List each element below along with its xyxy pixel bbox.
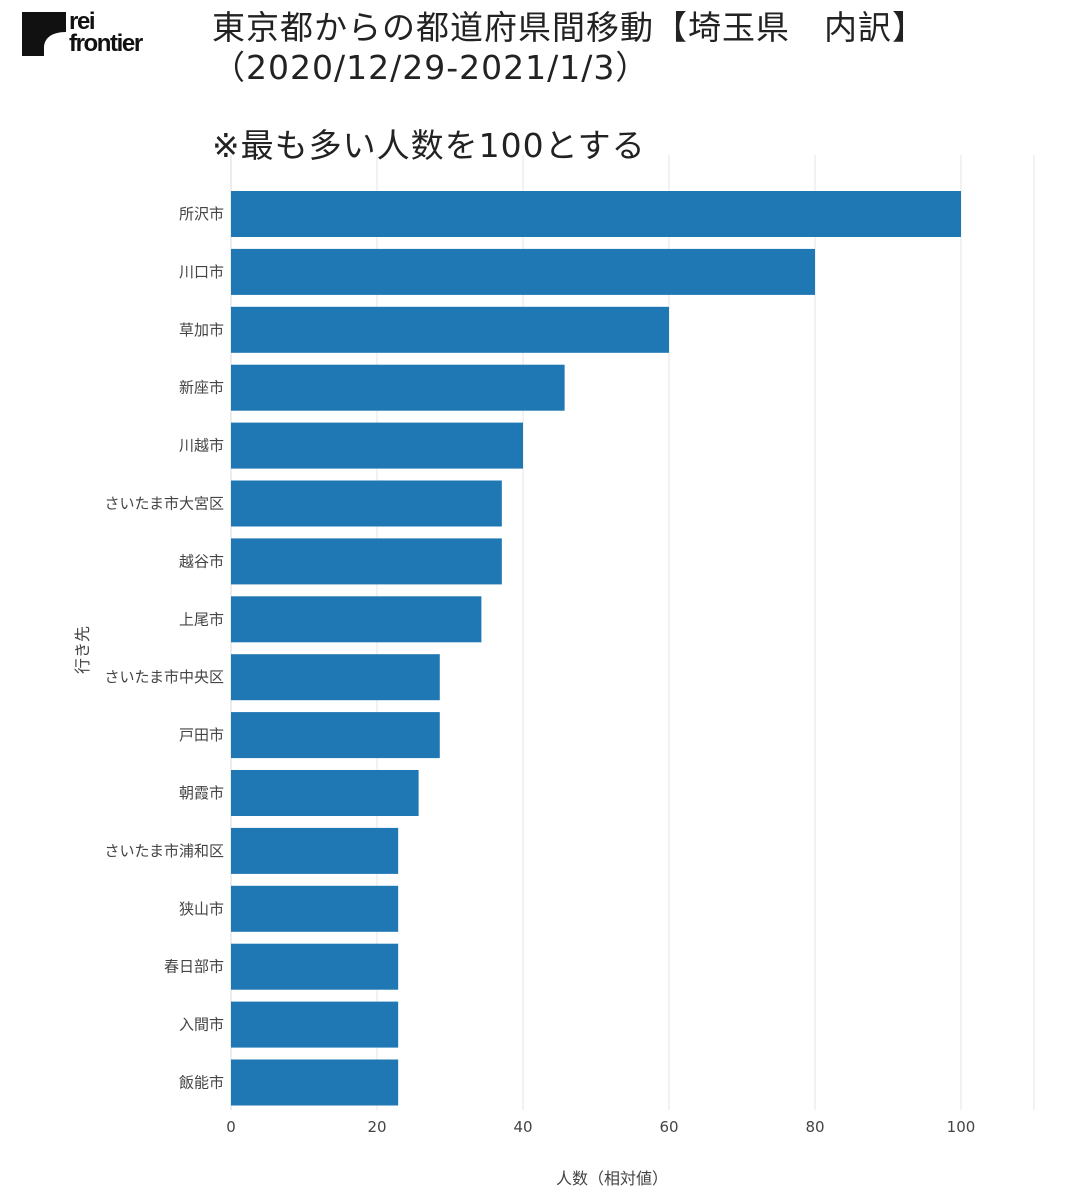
y-category-label: 朝霞市 bbox=[179, 784, 224, 802]
y-category-label: 上尾市 bbox=[179, 610, 224, 628]
chart-subtitle: ※最も多い人数を100とする bbox=[212, 126, 646, 165]
bar bbox=[231, 1059, 399, 1106]
y-category-label: 入間市 bbox=[179, 1016, 224, 1034]
bar bbox=[231, 480, 502, 527]
x-tick-label: 80 bbox=[805, 1118, 824, 1136]
brand-logo: rei frontier bbox=[22, 8, 172, 62]
bar bbox=[231, 885, 399, 932]
logo-wordmark-line2: frontier bbox=[69, 30, 143, 57]
y-category-label: 春日部市 bbox=[164, 958, 224, 976]
y-category-label: 飯能市 bbox=[179, 1074, 224, 1092]
bar bbox=[231, 191, 961, 237]
chart-title-line1: 東京都からの都道府県間移動【埼玉県 内訳】 bbox=[212, 8, 926, 47]
bar bbox=[231, 770, 419, 816]
bar bbox=[231, 712, 440, 759]
bar bbox=[231, 538, 502, 585]
x-tick-label: 100 bbox=[947, 1118, 976, 1136]
logo-wordmark: rei frontier bbox=[69, 8, 143, 57]
logo-mark-icon bbox=[22, 12, 66, 56]
y-category-label: 越谷市 bbox=[179, 552, 224, 570]
y-axis-title: 行き先 bbox=[73, 626, 92, 674]
x-axis-title: 人数（相対値） bbox=[556, 1169, 668, 1188]
y-category-label: さいたま市大宮区 bbox=[104, 495, 224, 513]
bar bbox=[231, 422, 523, 469]
y-category-label: 所沢市 bbox=[179, 205, 224, 223]
bar bbox=[231, 596, 482, 643]
bar bbox=[231, 654, 440, 701]
bars bbox=[231, 191, 961, 1106]
bar bbox=[231, 1001, 399, 1048]
category-labels: 所沢市川口市草加市新座市川越市さいたま市大宮区越谷市上尾市さいたま市中央区戸田市… bbox=[104, 205, 224, 1092]
bar bbox=[231, 364, 565, 411]
y-category-label: 川越市 bbox=[179, 437, 224, 455]
y-category-label: 新座市 bbox=[179, 379, 224, 397]
logo-wordmark-line1: rei bbox=[69, 8, 96, 35]
y-category-label: 草加市 bbox=[179, 321, 224, 339]
y-category-label: 戸田市 bbox=[179, 726, 224, 744]
x-tick-labels: 0 20 40 60 80 100 bbox=[226, 1118, 975, 1136]
chart-title: 東京都からの都道府県間移動【埼玉県 内訳】 （2020/12/29-2021/1… bbox=[212, 8, 1072, 88]
chart-title-line2: （2020/12/29-2021/1/3） bbox=[212, 48, 650, 87]
bar bbox=[231, 248, 815, 295]
x-tick-label: 60 bbox=[659, 1118, 678, 1136]
y-category-label: さいたま市中央区 bbox=[104, 668, 224, 686]
y-category-label: 狭山市 bbox=[179, 900, 224, 918]
y-category-label: さいたま市浦和区 bbox=[104, 842, 224, 860]
x-tick-label: 0 bbox=[226, 1118, 236, 1136]
x-tick-label: 20 bbox=[367, 1118, 386, 1136]
x-tick-label: 40 bbox=[513, 1118, 532, 1136]
bar bbox=[231, 827, 399, 874]
bar bbox=[231, 306, 669, 353]
y-category-label: 川口市 bbox=[179, 263, 224, 281]
bar bbox=[231, 943, 399, 990]
